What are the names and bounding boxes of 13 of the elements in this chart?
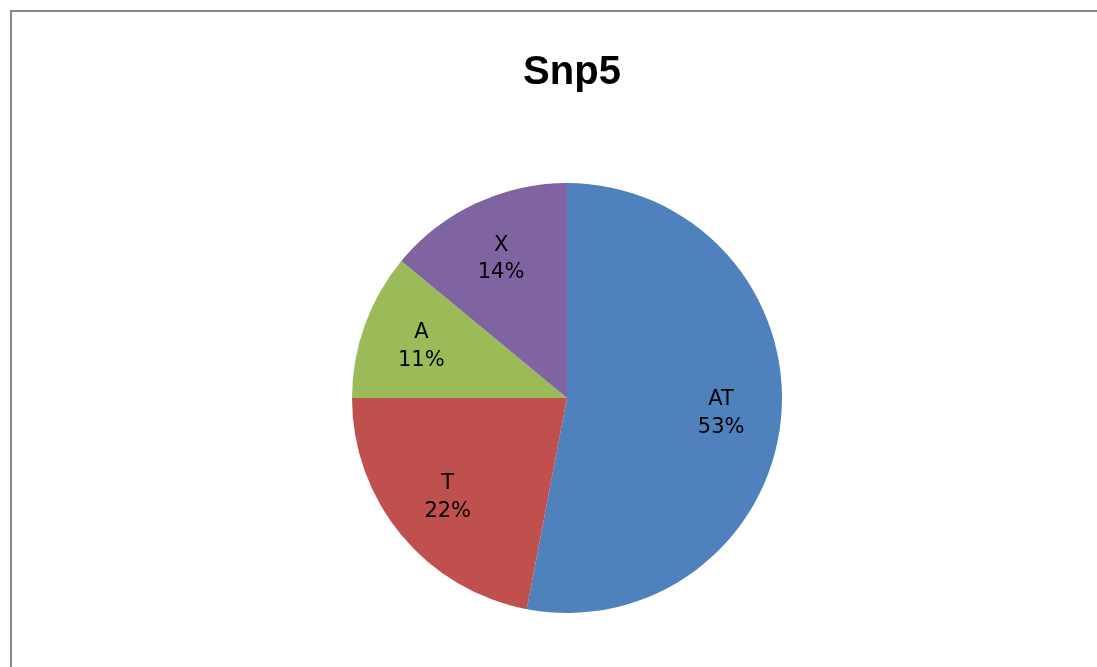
pie-slice xyxy=(526,183,782,613)
data-label: 14% xyxy=(477,258,525,283)
pie-slice xyxy=(352,398,567,610)
chart-title: Snp5 xyxy=(523,48,621,92)
data-label: 22% xyxy=(424,497,472,522)
data-label: 11% xyxy=(398,346,445,371)
slice-label: X xyxy=(493,231,509,256)
slice-label: AT xyxy=(708,386,735,411)
pie-slice xyxy=(352,260,567,398)
data-label: 53% xyxy=(697,413,745,438)
slice-label: A xyxy=(414,319,430,344)
pie-slice xyxy=(401,183,567,398)
slice-label: T xyxy=(440,470,455,495)
